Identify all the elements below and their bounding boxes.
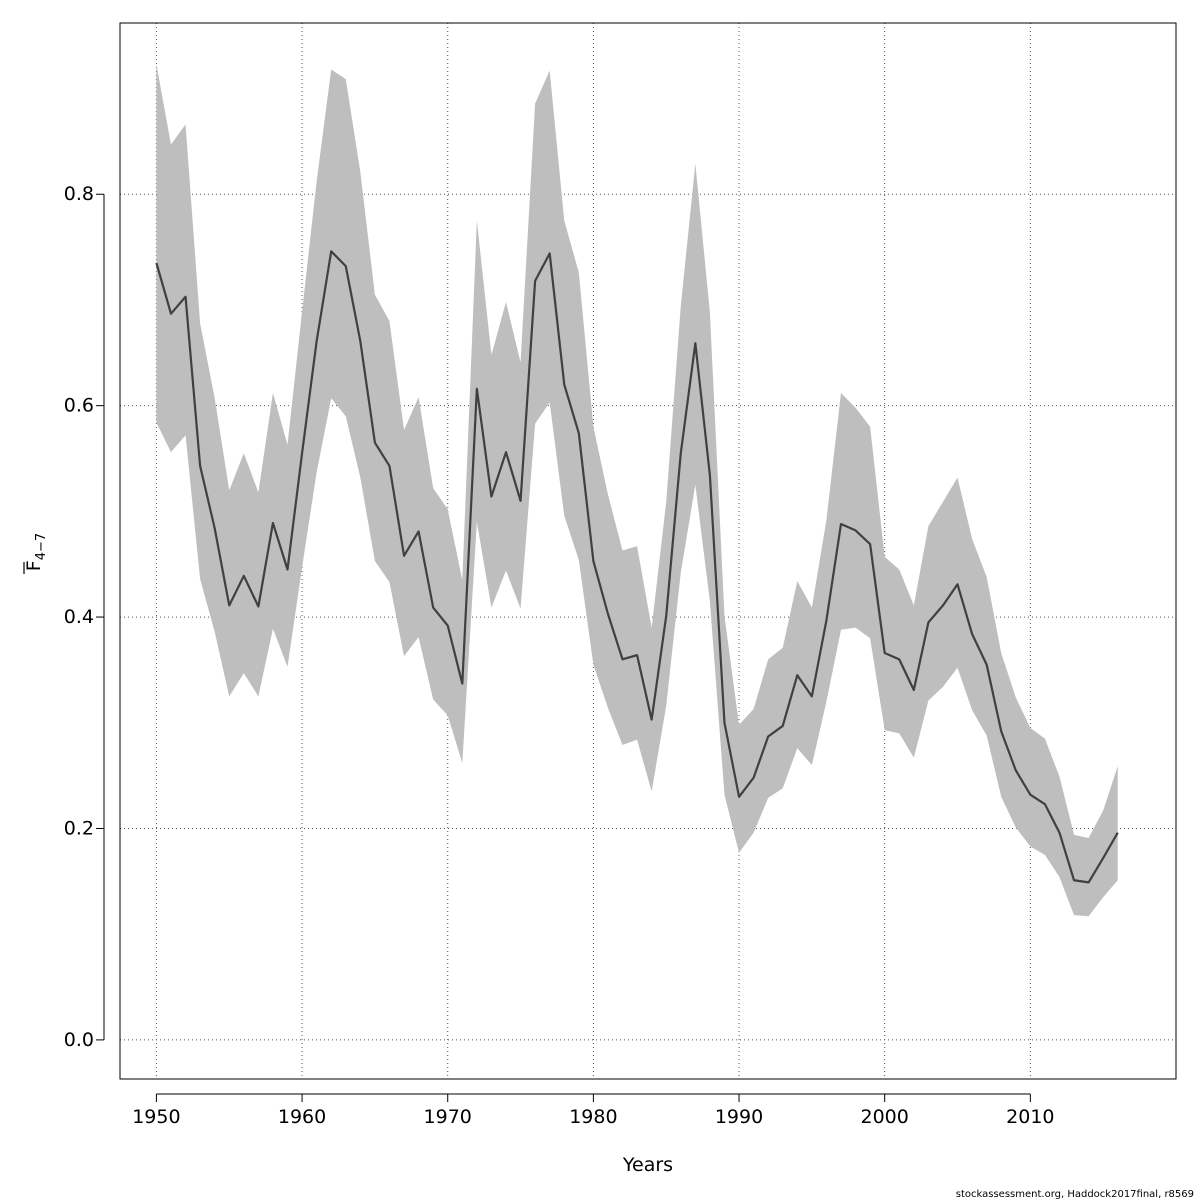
- x-tick-label-2000: 2000: [861, 1106, 909, 1128]
- x-tick-label-1960: 1960: [278, 1106, 326, 1128]
- y-tick-label-0.6: 0.6: [64, 395, 94, 417]
- x-tick-label-2010: 2010: [1006, 1106, 1054, 1128]
- y-tick-label-0.4: 0.4: [64, 606, 94, 628]
- x-axis-title: Years: [622, 1154, 673, 1176]
- x-tick-label-1950: 1950: [132, 1106, 180, 1128]
- y-axis-title: F4−7: [23, 533, 49, 571]
- f-estimate-line: [155, 250, 1119, 884]
- credit-text: stockassessment.org, Haddock2017final, r…: [956, 1189, 1194, 1200]
- x-axis: 1950 1960 1970 1980 1990 2000 2010: [132, 1093, 1055, 1128]
- y-axis-title-subscript: 4−7: [34, 533, 49, 560]
- confidence-band: [156, 64, 1118, 917]
- x-tick-label-1990: 1990: [715, 1106, 763, 1128]
- y-tick-label-0.0: 0.0: [64, 1029, 94, 1051]
- x-tick-label-1980: 1980: [569, 1106, 617, 1128]
- y-tick-label-0.8: 0.8: [64, 183, 94, 205]
- y-axis-title-base: F: [23, 560, 45, 571]
- y-axis: 0.0 0.2 0.4 0.6 0.8: [64, 183, 105, 1051]
- x-tick-label-1970: 1970: [424, 1106, 472, 1128]
- plot-frame: [119, 22, 1177, 1080]
- y-tick-label-0.2: 0.2: [64, 817, 94, 839]
- estimate-line-layer: [155, 250, 1119, 884]
- confidence-band-layer: [156, 64, 1118, 917]
